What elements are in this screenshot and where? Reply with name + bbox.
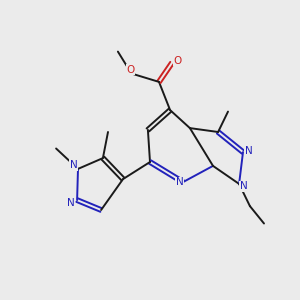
Text: N: N bbox=[240, 181, 248, 191]
Text: N: N bbox=[244, 146, 252, 156]
Text: N: N bbox=[176, 177, 183, 187]
Text: N: N bbox=[67, 197, 74, 208]
Text: O: O bbox=[127, 64, 135, 75]
Text: N: N bbox=[70, 160, 77, 170]
Text: O: O bbox=[173, 56, 182, 66]
